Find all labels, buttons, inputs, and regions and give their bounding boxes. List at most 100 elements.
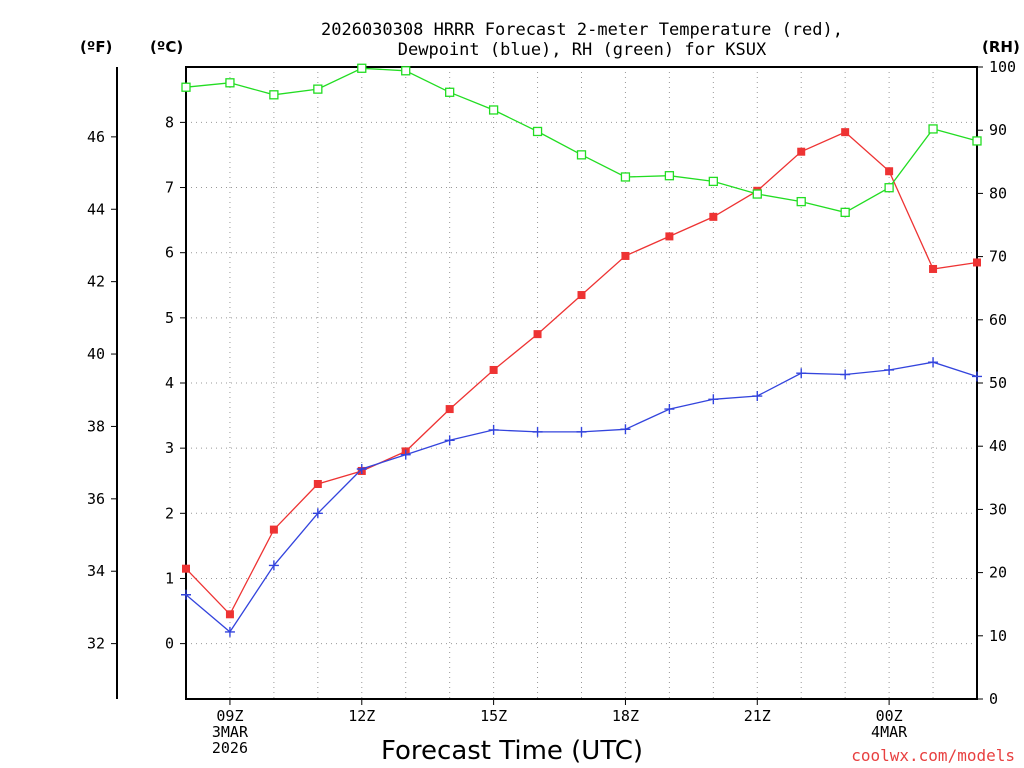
celsius-tick-label: 8 <box>165 113 174 131</box>
rh-point <box>181 82 191 92</box>
fahrenheit-tick-label: 44 <box>87 200 105 218</box>
x-tick-label: 21Z <box>744 707 771 725</box>
temperature-point <box>665 232 674 241</box>
dewpoint-point <box>972 371 982 382</box>
fahrenheit-axis-unit: (ºF) <box>80 38 112 56</box>
rh-point <box>884 183 894 193</box>
fahrenheit-tick-label: 38 <box>87 417 105 435</box>
dewpoint-point <box>488 424 499 435</box>
temperature-point <box>929 264 938 273</box>
dewpoint-point <box>181 589 191 600</box>
rh-point <box>225 78 235 88</box>
dewpoint-point <box>708 394 719 405</box>
rh-tick-label: 20 <box>989 564 1007 582</box>
rh-tick-label: 70 <box>989 248 1007 266</box>
dewpoint-point <box>576 426 587 437</box>
x-tick-label: 18Z <box>612 707 639 725</box>
temperature-point <box>182 564 190 573</box>
rh-point <box>488 105 499 115</box>
dewpoint-point <box>620 424 631 435</box>
temperature-point <box>489 365 498 374</box>
rh-tick-label: 60 <box>989 311 1007 329</box>
rh-point <box>708 176 718 187</box>
x-tick-label: 00Z <box>876 707 903 725</box>
rh-point <box>445 87 455 97</box>
site-credit: coolwx.com/models <box>851 746 1015 765</box>
fahrenheit-tick-label: 40 <box>87 345 105 363</box>
fahrenheit-tick-label: 42 <box>87 273 105 291</box>
celsius-tick-label: 5 <box>165 309 174 327</box>
rh-point <box>357 63 367 73</box>
rh-point <box>928 124 938 134</box>
rh-point <box>401 66 411 76</box>
rh-tick-label: 100 <box>989 58 1016 76</box>
rh-tick-label: 50 <box>989 374 1007 392</box>
rh-tick-label: 0 <box>989 690 998 708</box>
rh-point <box>313 84 323 94</box>
dewpoint-point <box>312 508 323 519</box>
temperature-point <box>709 212 718 221</box>
dewpoint-point <box>532 426 543 437</box>
temperature-point <box>973 258 981 267</box>
celsius-tick-label: 4 <box>165 374 174 392</box>
data-series <box>181 63 982 637</box>
x-tick-label: 2026 <box>212 739 248 757</box>
rh-point <box>576 150 587 160</box>
temperature-point <box>445 405 454 414</box>
chart-title-line-2: Dewpoint (blue), RH (green) for KSUX <box>398 40 767 60</box>
temperature-point <box>885 167 894 176</box>
dewpoint-point <box>224 626 235 637</box>
rh-tick-label: 90 <box>989 121 1007 139</box>
rh-point <box>532 126 543 137</box>
rh-point <box>269 90 279 100</box>
fahrenheit-tick-label: 32 <box>87 635 105 653</box>
dewpoint-point <box>796 368 807 379</box>
rh-tick-label: 30 <box>989 500 1007 518</box>
dewpoint-point <box>928 357 939 368</box>
dewpoint-point <box>840 369 851 380</box>
celsius-tick-label: 2 <box>165 504 174 522</box>
grid-lines <box>186 67 977 699</box>
celsius-tick-label: 1 <box>165 569 174 587</box>
x-tick-label: 12Z <box>348 707 375 725</box>
temperature-point <box>841 128 850 137</box>
x-tick-label: 4MAR <box>871 723 908 741</box>
celsius-tick-label: 6 <box>165 244 174 262</box>
fahrenheit-tick-label: 46 <box>87 128 105 146</box>
temperature-point <box>797 147 806 156</box>
temperature-point <box>577 291 586 300</box>
x-tick-label: 15Z <box>480 707 507 725</box>
rh-tick-label: 40 <box>989 437 1007 455</box>
rh-tick-label: 10 <box>989 627 1007 645</box>
temperature-point <box>621 251 630 260</box>
dewpoint-point <box>752 391 763 402</box>
rh-axis-unit: (RH) <box>982 38 1020 56</box>
rh-point <box>752 189 762 199</box>
tick-labels: 0123456783234363840424446010203040506070… <box>87 58 1016 757</box>
rh-point <box>972 136 982 146</box>
temperature-point <box>313 479 322 488</box>
celsius-tick-label: 3 <box>165 439 174 457</box>
fahrenheit-tick-label: 34 <box>87 562 105 580</box>
celsius-tick-label: 0 <box>165 635 174 653</box>
dewpoint-point <box>444 435 455 446</box>
dewpoint-point <box>884 364 895 375</box>
rh-line <box>185 67 978 214</box>
x-tick-label: 09Z <box>216 707 243 725</box>
rh-tick-label: 80 <box>989 184 1007 202</box>
axes <box>111 66 983 705</box>
rh-point <box>620 172 631 182</box>
dewpoint-point <box>400 449 411 460</box>
fahrenheit-tick-label: 36 <box>87 490 105 508</box>
dewpoint-point <box>356 464 367 475</box>
rh-point <box>664 171 675 181</box>
x-tick-label: 3MAR <box>212 723 249 741</box>
x-axis-label: Forecast Time (UTC) <box>381 736 643 766</box>
temperature-point <box>269 525 278 534</box>
celsius-axis-unit: (ºC) <box>150 38 183 56</box>
dewpoint-point <box>664 404 675 415</box>
dewpoint-point <box>268 560 279 571</box>
rh-point <box>840 207 850 218</box>
chart-title-line-1: 2026030308 HRRR Forecast 2-meter Tempera… <box>321 20 843 40</box>
